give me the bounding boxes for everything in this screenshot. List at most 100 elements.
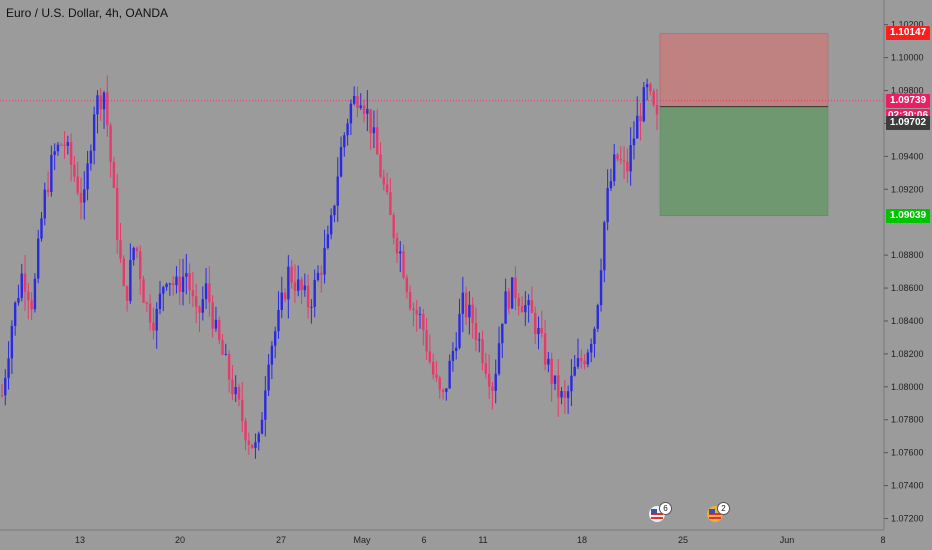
candle-body [185, 273, 188, 277]
candle-body [385, 184, 389, 193]
candle-body [356, 95, 359, 109]
candle-body [20, 273, 23, 298]
candle-body [593, 328, 596, 344]
candle-body [431, 361, 435, 375]
price-axis[interactable]: 1.102001.100001.098001.096001.094001.092… [884, 20, 924, 524]
economic-event-us[interactable]: 2 [706, 502, 730, 524]
candle-body [181, 276, 185, 293]
candle-body [494, 373, 497, 391]
event-count: 6 [659, 502, 672, 515]
candle-body [619, 159, 622, 161]
time-axis[interactable]: 13 20 27 May 6 11 18 25 Jun 8 [75, 535, 886, 545]
candle-body [481, 339, 484, 364]
candle-body [273, 331, 277, 346]
candle-body [389, 192, 392, 215]
candle-body [247, 440, 251, 445]
price-tick-label: 1.08400 [891, 316, 924, 326]
candle-body [129, 260, 132, 301]
candle-body [395, 237, 399, 254]
candle-body [23, 273, 27, 292]
candle-body [0, 395, 4, 397]
candle-body [106, 92, 109, 126]
candle-body [112, 161, 116, 188]
candle-body [116, 187, 119, 241]
price-tick-label: 1.07600 [891, 448, 924, 458]
candle-body [586, 352, 590, 365]
candle-body [484, 363, 488, 374]
candle-body [310, 306, 313, 308]
candle-body [418, 313, 422, 315]
candle-body [497, 343, 501, 374]
candle-body [171, 283, 175, 286]
candle-body [53, 151, 56, 155]
candle-body [142, 279, 145, 303]
candle-body [218, 319, 221, 341]
candle-body [66, 142, 70, 146]
candle-body [487, 373, 491, 387]
candle-body [534, 312, 537, 335]
price-tick-label: 1.07800 [891, 415, 924, 425]
candle-body [254, 442, 257, 448]
candle-body [474, 323, 478, 340]
candle-body [471, 304, 474, 324]
candle-body [320, 272, 323, 275]
candle-body [79, 192, 83, 203]
stop-loss-zone[interactable] [659, 33, 829, 107]
economic-event-us[interactable]: 6 [648, 502, 672, 524]
candle-body [491, 386, 494, 391]
price-tick-label: 1.09400 [891, 151, 924, 161]
time-tick-label: 20 [175, 535, 185, 545]
candle-body [211, 302, 214, 329]
candle-body [438, 377, 441, 390]
candle-body [43, 189, 46, 219]
candle-body [33, 278, 37, 310]
candle-body [277, 310, 280, 332]
candle-body [478, 339, 481, 341]
candle-body [175, 276, 178, 286]
price-tick-label: 1.09800 [891, 86, 924, 96]
candle-body [649, 84, 652, 92]
candle-body [4, 377, 7, 396]
candle-body [99, 95, 102, 110]
candle-body [642, 87, 646, 122]
candle-body [260, 419, 264, 434]
candle-body [359, 105, 362, 109]
long-position-tool[interactable] [659, 33, 829, 217]
candle-body [461, 292, 465, 314]
candle-body [399, 251, 402, 254]
candle-body [415, 310, 418, 315]
candle-body [231, 379, 234, 395]
candle-body [30, 300, 33, 310]
take-profit-zone[interactable] [659, 106, 829, 217]
candle-body [50, 154, 53, 193]
candle-body [622, 160, 626, 162]
candle-body [297, 279, 300, 291]
candle-body [224, 353, 228, 355]
candle-body [329, 215, 333, 235]
candle-body [576, 358, 580, 367]
candle-body [168, 283, 172, 285]
candle-body [326, 234, 330, 248]
candle-body [655, 104, 659, 115]
candle-body [517, 298, 520, 307]
candle-body [46, 189, 50, 193]
candle-body [557, 375, 560, 398]
candle-body [402, 251, 405, 278]
candle-body [629, 145, 632, 172]
time-tick-label: 13 [75, 535, 85, 545]
candle-body [139, 251, 142, 280]
candle-body [603, 222, 606, 271]
time-tick-label: 27 [276, 535, 286, 545]
symbol-title[interactable]: Euro / U.S. Dollar, 4h, OANDA [6, 6, 169, 20]
candle-body [553, 375, 557, 384]
candle-body [178, 276, 181, 293]
price-tick-label: 1.08200 [891, 349, 924, 359]
candle-body [580, 358, 583, 362]
candle-body [83, 189, 86, 203]
time-tick-label: 25 [678, 535, 688, 545]
candle-body [451, 350, 455, 361]
candle-body [194, 296, 198, 307]
candle-body [606, 188, 609, 223]
